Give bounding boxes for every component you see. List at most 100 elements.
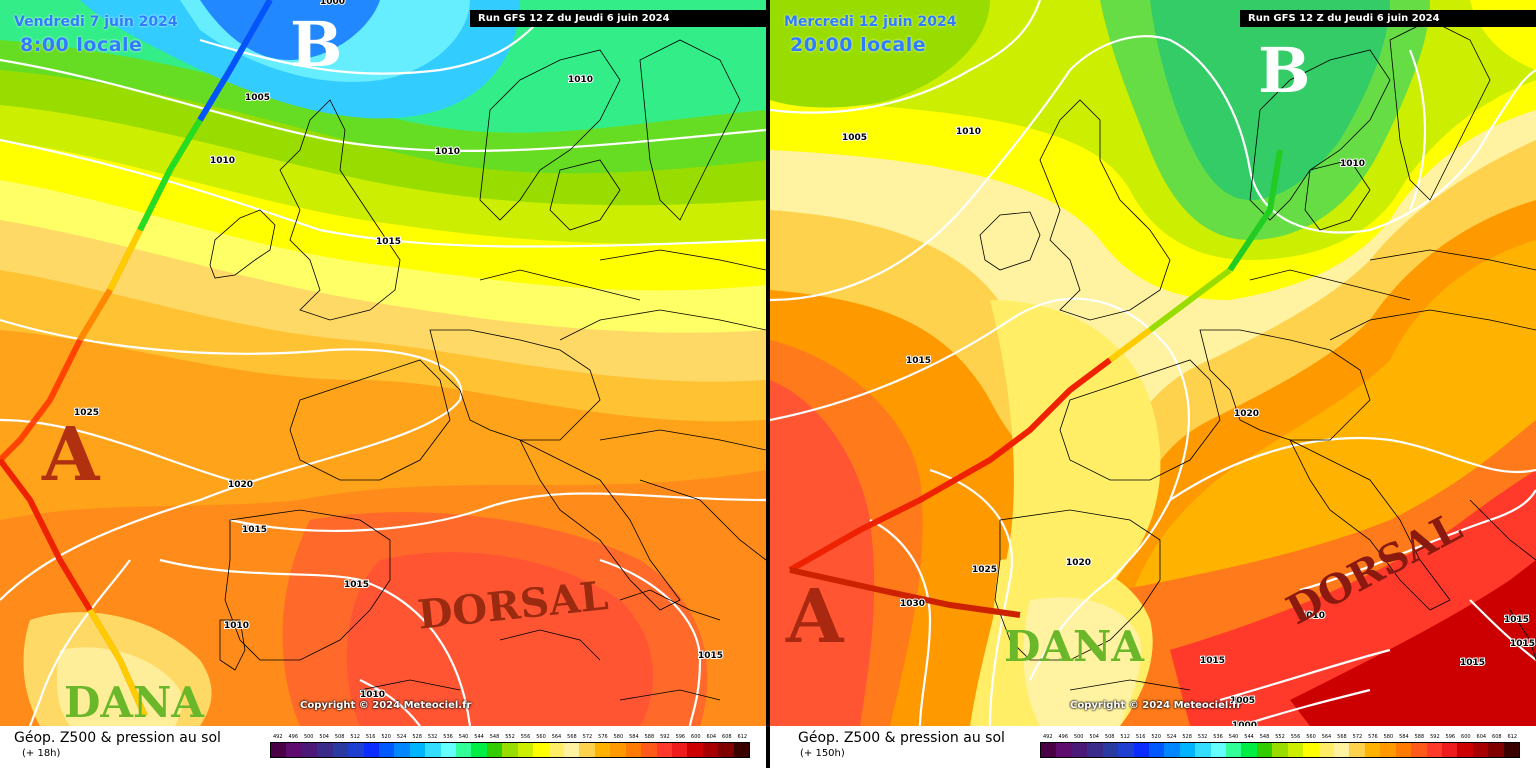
dana-label: DANA bbox=[64, 678, 204, 727]
scale-label: 556 bbox=[1290, 734, 1301, 740]
scale-swatch bbox=[332, 743, 349, 757]
scale-label: 568 bbox=[1337, 734, 1347, 740]
scale-swatch bbox=[348, 743, 364, 757]
scale-label: 584 bbox=[629, 734, 639, 740]
scale-label: 516 bbox=[365, 734, 376, 740]
scale-swatch bbox=[394, 743, 410, 757]
isobar-label: 1010 bbox=[956, 127, 981, 137]
scale-label: 608 bbox=[722, 734, 732, 740]
scale-swatch bbox=[625, 743, 642, 757]
map-caption: Géop. Z500 & pression au sol bbox=[798, 730, 1005, 746]
scale-label: 592 bbox=[660, 734, 670, 740]
scale-label: 508 bbox=[334, 734, 345, 740]
isobar-label: 1005 bbox=[842, 133, 867, 143]
scale-swatch bbox=[1210, 743, 1227, 757]
scale-label: 552 bbox=[1275, 734, 1285, 740]
scale-swatch bbox=[1287, 743, 1304, 757]
isobar-label: 1000 bbox=[320, 0, 345, 7]
scale-label: 580 bbox=[1383, 734, 1394, 740]
isobar-label: 1025 bbox=[74, 408, 99, 418]
scale-swatch bbox=[733, 743, 750, 757]
scale-label: 516 bbox=[1135, 734, 1146, 740]
scale-swatch bbox=[533, 743, 549, 757]
dana-label: DANA bbox=[1004, 622, 1144, 671]
scale-swatch bbox=[1395, 743, 1412, 757]
scale-label: 500 bbox=[303, 734, 314, 740]
isobar-label: 1030 bbox=[900, 599, 925, 609]
scale-swatch bbox=[641, 743, 657, 757]
scale-colors bbox=[270, 742, 750, 758]
scale-label: 560 bbox=[536, 734, 546, 740]
scale-swatch bbox=[1380, 743, 1396, 757]
scale-swatch bbox=[317, 743, 333, 757]
forecast-hour: (+ 18h) bbox=[22, 748, 61, 759]
scale-swatch bbox=[1303, 743, 1319, 757]
isobar-label: 1010 bbox=[568, 75, 593, 85]
isobar-label: 1010 bbox=[210, 156, 235, 166]
scale-swatch bbox=[1195, 743, 1211, 757]
scale-label: 576 bbox=[1368, 734, 1378, 740]
scale-label: 524 bbox=[396, 734, 407, 740]
scale-label: 612 bbox=[737, 734, 748, 740]
forecast-time: 8:00 locale bbox=[20, 34, 143, 56]
scale-label: 496 bbox=[288, 734, 298, 740]
scale-label: 608 bbox=[1492, 734, 1502, 740]
scale-swatch bbox=[1457, 743, 1473, 757]
scale-swatch bbox=[1179, 743, 1196, 757]
isobar-label: 1000 bbox=[1232, 721, 1257, 726]
copyright: Copyright © 2024 Meteociel.fr bbox=[300, 700, 472, 711]
scale-swatch bbox=[409, 743, 426, 757]
scale-label: 584 bbox=[1399, 734, 1409, 740]
isobar-labels-left: 1000 1005 1010 1010 1010 1015 1025 1020 … bbox=[73, 0, 724, 701]
isobar-label: 1005 bbox=[1230, 696, 1255, 706]
scale-swatch bbox=[564, 743, 580, 757]
scale-label: 596 bbox=[1445, 734, 1456, 740]
scale-colors bbox=[1040, 742, 1520, 758]
isobar-label: 1020 bbox=[1234, 409, 1259, 419]
isobar-label: 1015 bbox=[698, 651, 723, 661]
scale-label: 544 bbox=[474, 734, 484, 740]
forecast-hour: (+ 150h) bbox=[800, 748, 845, 759]
scale-label: 560 bbox=[1306, 734, 1316, 740]
scale-label: 532 bbox=[1197, 734, 1208, 740]
isobar-label: 1020 bbox=[1066, 558, 1091, 568]
scale-label: 520 bbox=[1151, 734, 1161, 740]
forecast-date: Mercredi 12 juin 2024 bbox=[784, 14, 957, 30]
low-pressure-label: B bbox=[290, 8, 343, 81]
scale-swatch bbox=[1472, 743, 1489, 757]
scale-label: 556 bbox=[520, 734, 531, 740]
scale-swatch bbox=[656, 743, 672, 757]
scale-label: 568 bbox=[567, 734, 577, 740]
scale-swatch bbox=[471, 743, 487, 757]
scale-label: 536 bbox=[1213, 734, 1223, 740]
scale-swatch bbox=[1133, 743, 1149, 757]
scale-swatch bbox=[301, 743, 318, 757]
isobar-label: 1015 bbox=[1460, 658, 1485, 668]
model-run-label: Run GFS 12 Z du Jeudi 6 juin 2024 bbox=[1240, 10, 1536, 27]
scale-swatch bbox=[1256, 743, 1273, 757]
forecast-time: 20:00 locale bbox=[790, 34, 927, 56]
color-scale: 492 496 500 504 508 512 516 520 524 528 532 536 540 5… bbox=[1040, 732, 1520, 758]
geopotential-map-left: 1000 1005 1010 1010 1010 1015 1025 1020 … bbox=[0, 0, 766, 726]
scale-swatch bbox=[1334, 743, 1350, 757]
geopotential-map-right: 1005 1010 1010 1015 1020 1025 1020 1030 … bbox=[770, 0, 1536, 726]
scale-label: 596 bbox=[675, 734, 686, 740]
scale-swatch bbox=[1102, 743, 1119, 757]
scale-swatch bbox=[286, 743, 302, 757]
isobar-label: 1015 bbox=[1200, 656, 1225, 666]
scale-label: 564 bbox=[1321, 734, 1332, 740]
model-run-label: Run GFS 12 Z du Jeudi 6 juin 2024 bbox=[470, 10, 766, 27]
scale-labels: 492 496 500 504 508 512 516 520 524 528 532 536 540 5… bbox=[1040, 732, 1520, 742]
scale-swatch bbox=[1426, 743, 1442, 757]
scale-swatch bbox=[440, 743, 457, 757]
scale-swatch bbox=[1087, 743, 1103, 757]
scale-swatch bbox=[594, 743, 611, 757]
scale-swatch bbox=[579, 743, 595, 757]
scale-label: 588 bbox=[1414, 734, 1425, 740]
scale-swatch bbox=[1164, 743, 1180, 757]
isobar-label: 1015 bbox=[1510, 639, 1535, 649]
scale-label: 600 bbox=[1461, 734, 1471, 740]
scale-swatch bbox=[718, 743, 734, 757]
isobar-label: 1010 bbox=[224, 621, 249, 631]
isobar-label: 1005 bbox=[245, 93, 270, 103]
